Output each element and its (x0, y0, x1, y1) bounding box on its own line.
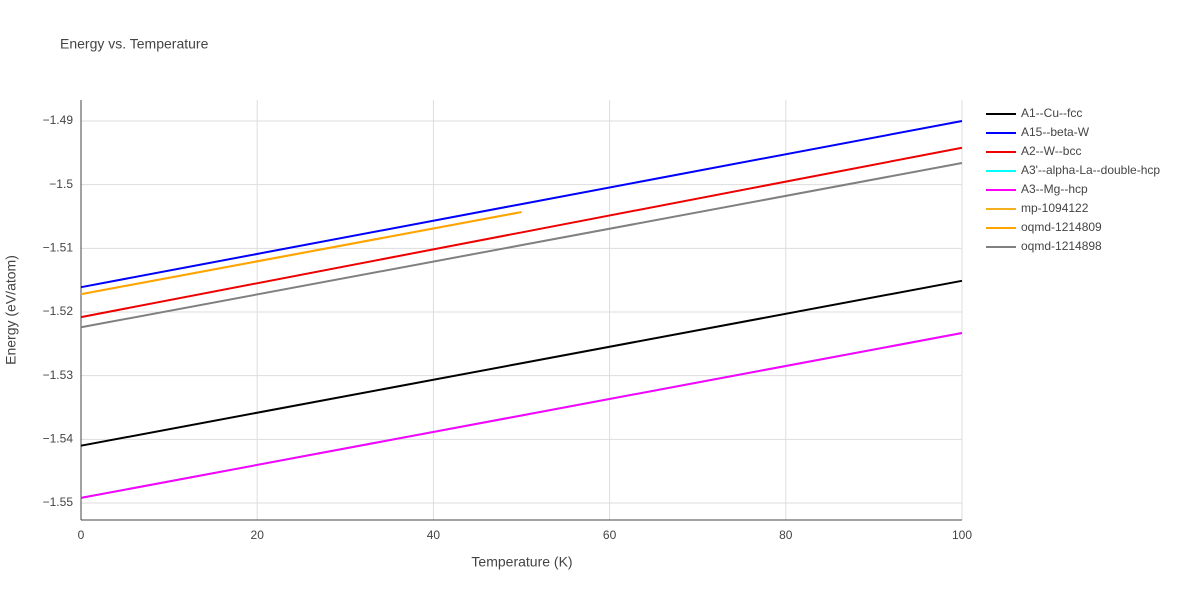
series-line (80, 211, 522, 296)
y-tick-label: −1.51 (43, 241, 74, 255)
legend-label: oqmd-1214898 (1021, 239, 1102, 253)
legend-label: A15--beta-W (1021, 125, 1090, 139)
x-tick-label: 20 (251, 528, 265, 542)
x-tick-label: 40 (427, 528, 441, 542)
y-tick-label: −1.55 (43, 495, 74, 509)
x-axis-label: Temperature (K) (471, 554, 572, 570)
y-axis-label: Energy (eV/atom) (3, 255, 19, 365)
series-line (80, 120, 963, 289)
y-tick-label: −1.5 (49, 177, 73, 191)
legend-label: mp-1094122 (1021, 201, 1089, 215)
legend-label: A3--Mg--hcp (1021, 182, 1088, 196)
x-tick-label: 100 (952, 528, 972, 542)
y-tick-label: −1.53 (43, 368, 74, 382)
legend-label: A3'--alpha-La--double-hcp (1021, 163, 1160, 177)
series-line (80, 146, 963, 319)
legend-label: A1--Cu--fcc (1021, 106, 1082, 120)
series-line (80, 279, 963, 447)
y-tick-label: −1.52 (43, 304, 74, 318)
x-tick-label: 60 (603, 528, 617, 542)
legend-label: A2--W--bcc (1021, 144, 1081, 158)
x-tick-label: 0 (78, 528, 85, 542)
series-line (80, 162, 963, 329)
y-tick-label: −1.54 (43, 432, 74, 446)
legend-label: oqmd-1214809 (1021, 220, 1102, 234)
chart-title: Energy vs. Temperature (60, 36, 209, 52)
x-tick-label: 80 (779, 528, 793, 542)
series-line (80, 332, 963, 499)
y-tick-label: −1.49 (43, 113, 74, 127)
